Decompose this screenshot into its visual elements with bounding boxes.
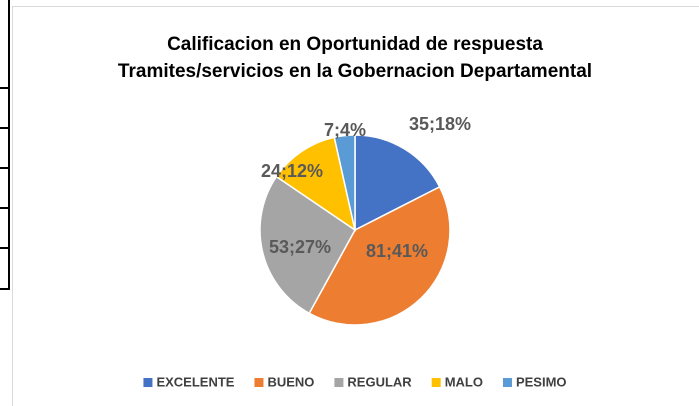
legend-label: REGULAR — [347, 374, 412, 389]
data-label: 7;4% — [324, 120, 366, 140]
sheet-edge — [0, 0, 10, 290]
pie-slice — [275, 136, 357, 232]
pie-slice — [333, 134, 356, 231]
pie-slice — [308, 185, 451, 326]
legend-swatch — [143, 378, 153, 387]
legend-swatch — [431, 378, 441, 387]
legend-swatch — [502, 378, 512, 387]
chart-title: Calificacion en Oportunidad de respuesta — [167, 34, 543, 55]
legend-swatch — [254, 378, 264, 387]
legend-label: MALO — [445, 374, 483, 389]
data-label: 53;27% — [269, 237, 331, 257]
legend-label: BUENO — [267, 374, 314, 389]
pie-slice — [259, 175, 356, 315]
legend-label: EXCELENTE — [156, 374, 234, 389]
legend-label: PESIMO — [516, 374, 567, 389]
chart-border — [12, 6, 699, 406]
chart-title: Tramites/servicios en la Gobernacion Dep… — [118, 61, 592, 82]
pie-slice — [354, 134, 441, 232]
data-label: 81;41% — [366, 241, 428, 261]
data-label: 24;12% — [261, 161, 323, 181]
data-label: 35;18% — [409, 114, 471, 134]
legend-swatch — [334, 378, 344, 387]
